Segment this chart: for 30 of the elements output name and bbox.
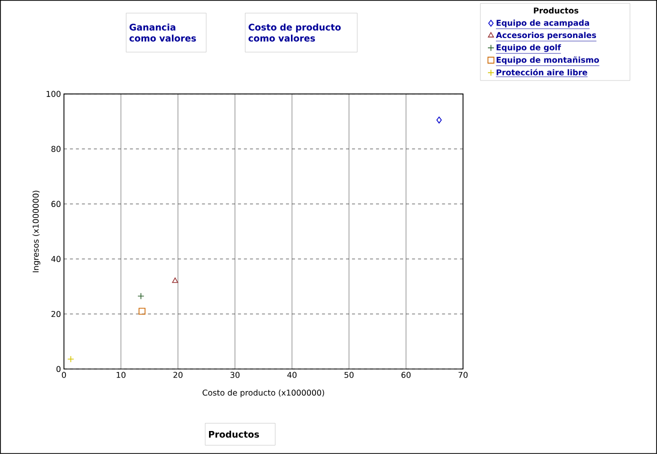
x-axis-title: Costo de producto (x1000000) — [202, 389, 324, 398]
x-tick-label: 70 — [458, 372, 468, 378]
y-tick-label: 20 — [51, 310, 61, 318]
point — [67, 356, 74, 363]
legend-label: Protección aire libre — [496, 68, 588, 76]
x-tick-label: 30 — [230, 372, 240, 378]
x-tick-label: 0 — [62, 372, 66, 378]
point — [138, 308, 146, 315]
y-tick-label: 60 — [51, 200, 61, 208]
x-tick-label: 10 — [116, 372, 126, 378]
x-tick-label: 40 — [287, 372, 297, 378]
point — [436, 116, 442, 124]
legend-label: Equipo de golf — [496, 44, 562, 52]
text: Productos — [209, 430, 259, 438]
x-tick-label: 60 — [401, 372, 411, 378]
text: Costo de producto como valores — [248, 24, 341, 42]
legend-label: Equipo de montañismo — [496, 56, 599, 64]
text: Ganancia como valores — [130, 24, 196, 42]
y-tick-label: 100 — [46, 90, 61, 97]
legend-label: Equipo de acampada — [496, 20, 590, 28]
legend-title: Productos — [534, 7, 578, 14]
point — [172, 278, 178, 283]
x-tick-label: 50 — [344, 372, 354, 378]
y-axis-title: Ingresos (x1000000) — [32, 190, 40, 272]
y-tick-label: 0 — [56, 366, 61, 372]
y-tick-label: 80 — [51, 146, 61, 152]
point — [137, 292, 144, 300]
legend-label: Accesorios personales — [496, 32, 596, 40]
x-tick-label: 20 — [173, 372, 183, 378]
y-tick-label: 40 — [51, 256, 61, 262]
